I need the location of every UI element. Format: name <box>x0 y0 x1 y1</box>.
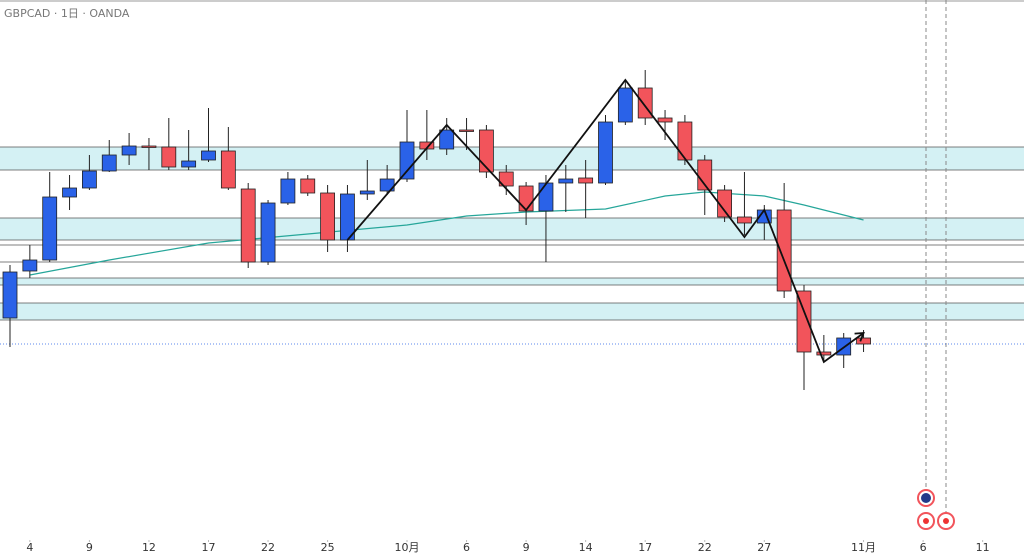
candle-body <box>42 196 58 261</box>
candle-body <box>578 177 594 184</box>
candle-body <box>617 87 633 123</box>
x-tick-label: 14 <box>579 541 593 554</box>
candle-body <box>280 178 296 204</box>
x-tick-label: 9 <box>86 541 93 554</box>
candle-body <box>816 351 832 356</box>
candle-body <box>101 154 117 172</box>
zone <box>0 303 1024 320</box>
candle-body <box>320 192 336 241</box>
candle-body <box>141 145 157 148</box>
candle-body <box>478 129 494 173</box>
candle-body <box>300 178 316 194</box>
candle-body <box>796 290 812 353</box>
zigzag-arrowhead <box>854 332 865 342</box>
x-tick-label: 12 <box>142 541 156 554</box>
candle-body <box>717 189 732 218</box>
x-tick-label: 11月 <box>851 541 876 554</box>
x-tick-label: 4 <box>26 541 33 554</box>
candle-body <box>657 117 673 123</box>
zone <box>0 245 1024 262</box>
candle-body <box>22 259 38 272</box>
x-tick-label: 6 <box>463 541 470 554</box>
zone <box>0 278 1024 285</box>
candle-body <box>498 171 514 187</box>
x-tick-label: 27 <box>757 541 771 554</box>
zone <box>0 218 1024 240</box>
x-tick-label: 10月 <box>395 541 420 554</box>
candle-body <box>121 145 137 156</box>
candle-body <box>2 271 18 319</box>
candle-body <box>856 337 871 345</box>
candle-body <box>598 121 613 184</box>
candle-body <box>538 182 554 212</box>
candle-body <box>240 188 256 263</box>
chart-title: GBPCAD · 1日 · OANDA <box>4 7 130 20</box>
x-tick-label: 9 <box>523 541 530 554</box>
zigzag-line <box>346 78 865 364</box>
candle-body <box>82 170 97 189</box>
x-tick-label: 22 <box>261 541 275 554</box>
candle-body <box>439 129 455 150</box>
x-tick-label: 25 <box>321 541 335 554</box>
x-tick-label: 11 <box>976 541 990 554</box>
candle-body <box>737 216 752 224</box>
zone <box>0 147 1024 170</box>
candle-body <box>518 185 534 212</box>
candle-body <box>459 129 474 132</box>
candle-body <box>62 187 77 198</box>
x-tick-label: 6 <box>920 541 927 554</box>
zones <box>0 146 1024 321</box>
candle-body <box>260 202 276 263</box>
candle-body <box>399 141 415 180</box>
x-tick-label: 17 <box>202 541 216 554</box>
event-icons[interactable] <box>917 489 955 530</box>
candle-body <box>181 160 197 168</box>
candle-body <box>161 146 177 168</box>
candle-body <box>220 150 236 189</box>
candle-body <box>359 190 375 195</box>
candle-body <box>201 150 216 161</box>
x-tick-label: 22 <box>698 541 712 554</box>
candle-body <box>677 121 693 161</box>
candle-body <box>558 178 574 184</box>
x-tick-label: 17 <box>638 541 652 554</box>
